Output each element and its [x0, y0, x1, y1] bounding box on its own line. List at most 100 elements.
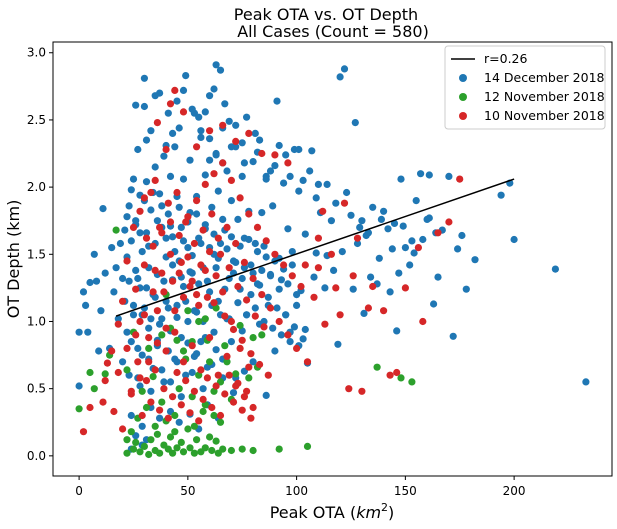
series-1-point-180	[123, 328, 131, 336]
series-3-point-57	[345, 385, 353, 393]
series-3-point-3	[99, 398, 107, 406]
series-1-point-308	[190, 307, 198, 315]
series-2-point-19	[149, 373, 157, 381]
series-1-point-145	[160, 378, 168, 386]
series-3-point-113	[212, 272, 220, 280]
series-2-point-23	[158, 398, 166, 406]
series-1-point-322	[251, 304, 259, 312]
series-3-point-83	[179, 108, 188, 116]
series-1-point-302	[164, 304, 172, 312]
series-1-point-49	[310, 273, 318, 281]
series-1-point-227	[179, 86, 188, 94]
series-3-point-62	[369, 282, 377, 291]
series-3-point-24	[193, 197, 201, 205]
series-1-point-16	[412, 197, 420, 205]
series-3-point-145	[214, 371, 222, 379]
series-3-point-56	[340, 199, 349, 207]
series-1-point-15	[417, 170, 425, 178]
series-1-point-50	[306, 167, 314, 175]
series-1-point-289	[275, 285, 283, 293]
series-3-point-111	[203, 293, 211, 301]
series-1-point-242	[347, 211, 355, 219]
series-3-point-122	[251, 312, 259, 320]
series-3	[79, 86, 464, 436]
series-3-point-127	[136, 317, 144, 326]
series-1-point-200	[79, 288, 88, 296]
series-3-point-147	[223, 352, 231, 360]
series-1-point-188	[110, 288, 118, 296]
series-3-point-138	[184, 253, 192, 261]
series-3-point-78	[245, 129, 253, 137]
series-2-point-69	[179, 347, 188, 355]
series-3-point-4	[103, 359, 111, 367]
series-1-point-208	[195, 113, 203, 121]
series-3-point-32	[227, 176, 235, 184]
legend-series-2-marker	[459, 93, 467, 101]
series-1-point-126	[182, 371, 190, 379]
series-1-point-191	[101, 269, 109, 277]
series-1-point-6	[462, 285, 470, 293]
legend-series-1-marker	[459, 74, 467, 82]
series-1-point-285	[258, 266, 266, 274]
series-1-point-162	[142, 229, 151, 237]
series-1-point-201	[75, 328, 83, 336]
series-1-point-331	[290, 323, 298, 331]
series-1-point-42	[330, 266, 338, 274]
series-1-point-3	[510, 235, 518, 244]
series-3-point-75	[284, 159, 292, 167]
series-1-point-284	[253, 248, 262, 256]
series-3-point-20	[175, 231, 183, 240]
series-1-point-26	[380, 207, 388, 215]
x-tick-label: 100	[285, 484, 308, 498]
series-1-point-224	[132, 101, 140, 109]
series-3-point-5	[110, 407, 118, 416]
series-1-point-66	[271, 347, 279, 355]
series-1-point-270	[193, 210, 201, 218]
series-1-point-257	[136, 229, 144, 237]
series-3-point-140	[193, 291, 201, 299]
series-1-point-62	[280, 179, 288, 187]
series-1-point-56	[293, 301, 301, 309]
series-1-point-297	[142, 284, 151, 292]
series-1-point-187	[112, 264, 120, 272]
series-2-point-4	[101, 370, 109, 378]
series-3-point-162	[164, 414, 172, 422]
series-1-point-92	[227, 197, 235, 205]
series-2-point-28	[169, 449, 177, 457]
series-1-point-240	[323, 180, 331, 188]
chart-title: Peak OTA vs. OT Depth	[234, 5, 418, 24]
series-1-point-276	[219, 215, 227, 223]
series-2-point-15	[140, 442, 148, 450]
series-2-point-29	[171, 411, 179, 420]
series-1-point-237	[286, 172, 294, 180]
series-1-point-88	[234, 215, 242, 223]
series-1-point-360	[173, 358, 181, 366]
series-3-point-19	[171, 307, 179, 315]
series-1-point-221	[266, 167, 275, 175]
series-1-point-198	[84, 328, 92, 336]
series-3-point-124	[260, 323, 268, 331]
series-3-point-46	[288, 272, 296, 280]
legend-fit-label: r=0.26	[484, 51, 527, 66]
series-3-point-144	[210, 299, 218, 307]
series-3-point-146	[219, 288, 227, 296]
series-1-point-210	[232, 121, 240, 129]
series-3-point-15	[153, 339, 161, 347]
series-1-point-8	[449, 332, 457, 340]
series-2-point-64	[173, 336, 181, 344]
series-1-point-324	[260, 317, 268, 326]
series-1-point-165	[138, 351, 146, 359]
series-1-point-197	[86, 278, 94, 287]
series-3-point-172	[208, 403, 216, 412]
series-1-point-193	[97, 307, 105, 315]
series-2-point-13	[136, 448, 144, 456]
series-2-point-74	[373, 363, 381, 371]
series-3-point-67	[414, 244, 422, 252]
series-1-point-36	[349, 285, 357, 293]
series-1-point-17	[410, 249, 418, 257]
series-3-point-98	[147, 188, 155, 197]
series-1-point-83	[243, 113, 251, 121]
series-2-point-38	[190, 449, 198, 457]
legend: r=0.26 14 December 2018 12 November 2018…	[444, 45, 606, 130]
series-1-point-33	[358, 217, 366, 225]
